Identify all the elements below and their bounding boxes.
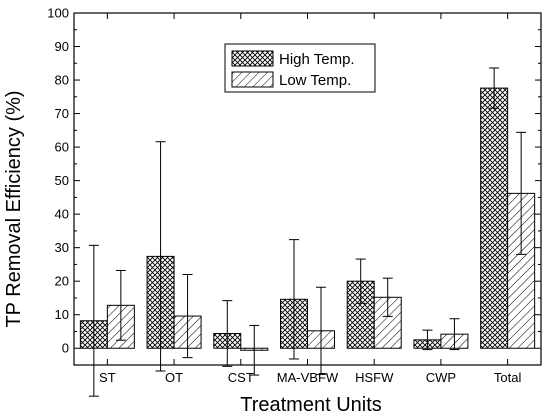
legend: High Temp. Low Temp. — [224, 43, 376, 93]
error-bar-low-temp-ma-vbfw — [316, 286, 326, 375]
error-bar-high-temp-cst — [222, 300, 233, 367]
x-tick-label-total: Total — [494, 370, 522, 385]
y-tick-label: 90 — [55, 39, 69, 54]
x-tick-label-ma-vbfw: MA-VBFW — [277, 370, 339, 385]
x-axis-title: Treatment Units — [240, 394, 382, 416]
y-tick-label: 0 — [62, 341, 69, 356]
bars-layer — [79, 87, 536, 351]
error-bar-low-temp-st — [115, 269, 126, 341]
legend-swatch-low-temp — [231, 71, 274, 88]
ticks-layer: 0 10 20 30 40 50 60 70 80 90 100 ST OT CST MA-VBFW HSFW… — [47, 6, 541, 385]
error-bar-high-temp-hsfw — [355, 258, 366, 304]
y-axis-title: TP Removal Efficiency (%) — [3, 90, 25, 327]
y-tick-label: 70 — [55, 106, 69, 121]
error-bar-low-temp-cwp — [449, 318, 460, 351]
x-tick-label-hsfw: HSFW — [355, 370, 394, 385]
error-bar-low-temp-ot — [182, 273, 193, 359]
bar-high-temp-total — [480, 87, 509, 349]
y-tick-label: 20 — [55, 274, 69, 289]
y-tick-label: 80 — [55, 73, 69, 88]
x-tick-label-ot: OT — [165, 370, 183, 385]
y-tick-label: 100 — [47, 6, 69, 21]
y-tick-label: 40 — [55, 207, 69, 222]
y-tick-label: 60 — [55, 140, 69, 155]
x-tick-label-st: ST — [99, 370, 116, 385]
error-bar-high-temp-cwp — [422, 329, 433, 351]
error-bar-low-temp-hsfw — [382, 277, 393, 317]
y-tick-label: 50 — [55, 173, 69, 188]
error-bar-high-temp-ma-vbfw — [289, 239, 299, 360]
legend-label-high-temp: High Temp. — [279, 51, 355, 68]
error-bar-high-temp-ot — [155, 141, 166, 372]
error-bar-low-temp-cst — [249, 324, 260, 376]
x-tick-label-cwp: CWP — [426, 370, 456, 385]
error-bar-high-temp-st — [88, 244, 99, 397]
x-tick-label-cst: CST — [228, 370, 254, 385]
y-tick-label: 10 — [55, 307, 69, 322]
y-tick-label: 30 — [55, 240, 69, 255]
error-bars-layer — [88, 67, 527, 397]
error-bar-low-temp-total — [516, 131, 527, 255]
legend-label-low-temp: Low Temp. — [279, 72, 351, 89]
error-bar-high-temp-total — [489, 67, 500, 109]
legend-swatch-high-temp — [231, 50, 274, 67]
